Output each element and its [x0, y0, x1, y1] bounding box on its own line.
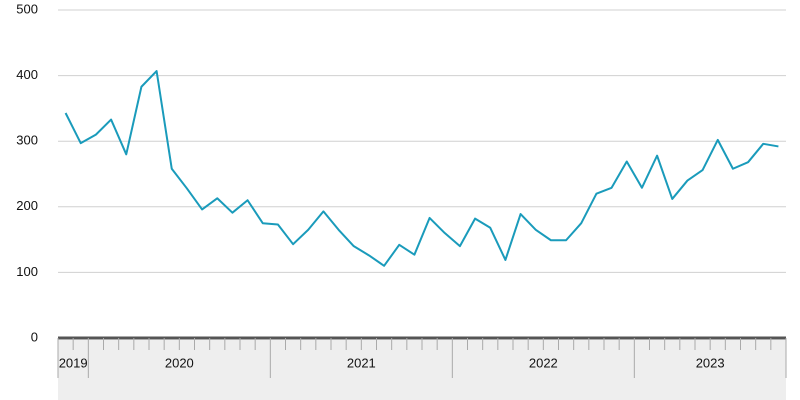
x-tick-label: 2019	[59, 355, 88, 370]
y-tick-label: 500	[16, 1, 38, 16]
y-tick-label: 300	[16, 133, 38, 148]
y-tick-label: 0	[31, 329, 38, 344]
x-tick-label: 2022	[529, 355, 558, 370]
y-tick-label: 100	[16, 264, 38, 279]
data-line	[64, 70, 779, 267]
y-tick-label: 200	[16, 198, 38, 213]
x-tick-label: 2021	[347, 355, 376, 370]
x-tick-label: 2020	[165, 355, 194, 370]
y-tick-label: 400	[16, 67, 38, 82]
x-tick-label: 2023	[696, 355, 725, 370]
